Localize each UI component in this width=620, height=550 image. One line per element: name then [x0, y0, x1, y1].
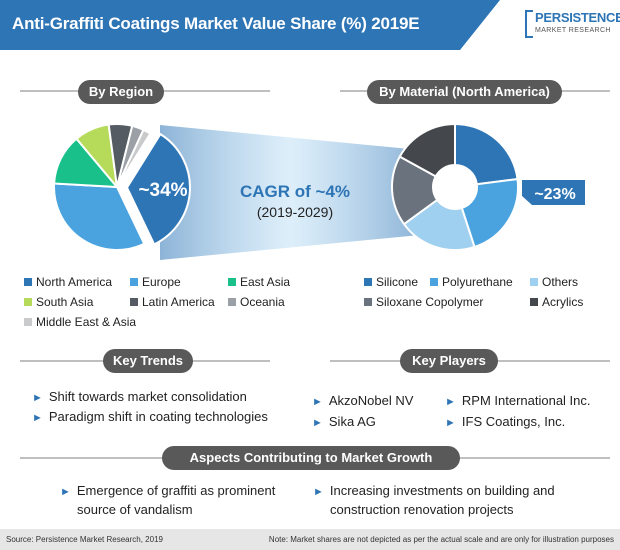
arrow-icon: ► [312, 417, 323, 429]
region-legend-swatch [24, 278, 32, 286]
cagr-value: CAGR of ~4% [240, 182, 350, 201]
region-legend-item: Oceania [228, 295, 285, 309]
connector-beam [160, 125, 420, 260]
key-trends-heading: Key Trends [103, 349, 193, 373]
material-pie [391, 122, 519, 251]
material-legend-label: Siloxane Copolymer [376, 295, 484, 309]
region-legend-label: South Asia [36, 295, 94, 309]
arrow-icon: ► [312, 396, 323, 408]
arrow-icon: ► [60, 486, 71, 498]
material-legend-item: Others [530, 275, 578, 289]
material-legend-label: Silicone [376, 275, 419, 289]
cagr-period: (2019-2029) [257, 204, 333, 220]
material-legend-item: Silicone [364, 275, 418, 289]
region-legend-label: Middle East & Asia [36, 315, 137, 329]
material-legend-label: Polyurethane [442, 275, 513, 289]
region-legend-swatch [24, 298, 32, 306]
region-legend-swatch [130, 278, 138, 286]
arrow-icon: ► [313, 486, 324, 498]
title-banner: Anti-Graffiti Coatings Market Value Shar… [0, 0, 500, 50]
material-legend-label: Others [542, 275, 579, 289]
region-legend-label: Oceania [240, 295, 285, 309]
logo-bracket-icon [525, 10, 533, 38]
material-legend-swatch [530, 278, 538, 286]
arrow-icon: ► [32, 392, 43, 404]
material-legend-swatch [364, 278, 372, 286]
region-pie [53, 123, 191, 251]
region-legend-label: North America [36, 275, 113, 289]
aspects-heading: Aspects Contributing to Market Growth [162, 446, 460, 470]
region-legend-item: Middle East & Asia [24, 315, 136, 329]
region-slice-north-america [125, 132, 191, 246]
region-legend-item: South Asia [24, 295, 93, 309]
region-slice-europe [53, 182, 146, 251]
aspect-item: ► Emergence of graffiti as prominent sour… [60, 483, 276, 517]
material-pie-hole [433, 165, 477, 209]
region-legend-item: Europe [130, 275, 181, 289]
material-legend-swatch [430, 278, 438, 286]
material-legend-swatch [530, 298, 538, 306]
material-legend-item: Polyurethane [430, 275, 513, 289]
material-legend-label: Acrylics [542, 295, 584, 309]
material-heading: By Material (North America) [367, 80, 562, 104]
footer: Source: Persistence Market Research, 201… [0, 529, 620, 550]
region-highlight-label: ~34% [138, 180, 187, 201]
region-legend-item: Latin America [130, 295, 215, 309]
page-title: Anti-Graffiti Coatings Market Value Shar… [12, 14, 420, 33]
region-legend-label: Latin America [142, 295, 215, 309]
logo-wordmark: PERSISTENCE [535, 10, 620, 25]
brand-logo: PERSISTENCE MARKET RESEARCH [525, 8, 620, 44]
arrow-icon: ► [445, 396, 456, 408]
footer-source: Source: Persistence Market Research, 201… [6, 535, 163, 544]
material-callout: ~23% [522, 180, 585, 205]
material-slice-acrylics [398, 122, 456, 178]
region-legend-item: North America [24, 275, 112, 289]
material-legend-item: Siloxane Copolymer [364, 295, 483, 309]
arrow-icon: ► [32, 412, 43, 424]
region-legend-label: Europe [142, 275, 181, 289]
footer-note: Note: Market shares are not depicted as … [268, 535, 614, 544]
arrow-icon: ► [445, 417, 456, 429]
region-legend-swatch [130, 298, 138, 306]
charts-canvas: ~34% CAGR of ~4% (2019-2029) ~23% [53, 122, 585, 260]
material-legend-item: Acrylics [530, 295, 583, 309]
region-heading: By Region [78, 80, 164, 104]
key-players-heading: Key Players [400, 349, 498, 373]
trend-item: ► Paradigm shift in coating technologies [32, 409, 268, 424]
player-item: ► Sika AG [312, 414, 376, 429]
player-item: ► AkzoNobel NV [312, 393, 414, 408]
region-slice-middle-east-asia [116, 128, 152, 188]
region-legend-swatch [24, 318, 32, 326]
region-legend-label: East Asia [240, 275, 291, 289]
player-item: ► RPM International Inc. [445, 393, 591, 408]
region-legend-item: East Asia [228, 275, 290, 289]
material-legend-swatch [364, 298, 372, 306]
material-highlight-label: ~23% [534, 186, 575, 203]
region-legend-swatch [228, 298, 236, 306]
aspect-item: ► Increasing investments on building and … [313, 483, 555, 517]
player-item: ► IFS Coatings, Inc. [445, 414, 566, 429]
logo-subtitle: MARKET RESEARCH [535, 27, 611, 34]
region-legend-swatch [228, 278, 236, 286]
trend-item: ► Shift towards market consolidation [32, 389, 247, 404]
